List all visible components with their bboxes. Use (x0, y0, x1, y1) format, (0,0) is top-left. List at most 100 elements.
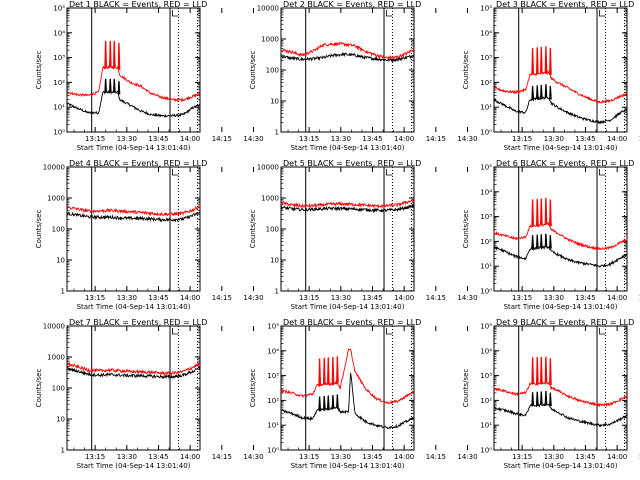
series-events-line (66, 89, 201, 118)
series-events-spikes (531, 233, 552, 249)
panel-det-3: Det 3 BLACK = Events, RED = LLD 10⁰ 10¹ 10²… (462, 0, 640, 152)
y-tick-label: 10¹ (480, 263, 492, 271)
y-tick-label: 10⁴ (480, 29, 492, 37)
y-tick-label: 10⁰ (480, 129, 492, 137)
series-lld-spikes (531, 46, 552, 75)
y-tick-label: 10¹ (480, 422, 492, 430)
x-tick-label: 13:15 (512, 453, 532, 461)
x-tick-label: 14:30 (457, 453, 477, 461)
y-tick-label: 10⁵ (267, 323, 279, 331)
x-tick-label: 13:45 (362, 135, 382, 143)
series-lld-line (280, 198, 415, 209)
x-tick-label: 14:15 (639, 294, 640, 302)
y-tick-label: 10 (270, 98, 279, 106)
x-tick-label: 13:15 (512, 135, 532, 143)
x-tick-label: 14:15 (212, 294, 232, 302)
x-tick-label: 13:45 (575, 453, 595, 461)
x-tick-label: 13:45 (148, 453, 168, 461)
y-tick-label: 10¹ (480, 104, 492, 112)
x-tick-label: 13:15 (85, 294, 105, 302)
series-lld-line (280, 41, 415, 61)
panel-det-8: Det 8 BLACK = Events, RED = LLD 10⁰ 10¹ 10²… (249, 318, 478, 470)
y-tick-label: 10000 (43, 323, 65, 331)
y-tick-label: 10000 (257, 5, 279, 13)
x-tick-label: 14:30 (243, 453, 263, 461)
y-axis-label: Counts/sec (462, 369, 470, 408)
x-tick-label: 13:30 (544, 294, 564, 302)
series-lld-line (280, 348, 415, 405)
y-tick-label: 10⁰ (480, 288, 492, 296)
x-tick-label: 14:15 (212, 453, 232, 461)
y-tick-label: 10⁰ (53, 129, 65, 137)
y-tick-label: 1 (61, 447, 65, 455)
x-tick-label: 13:45 (575, 294, 595, 302)
y-tick-label: 1000 (261, 195, 279, 203)
y-tick-label: 1000 (47, 354, 65, 362)
series-events-line (66, 211, 201, 223)
series-lld-line (493, 221, 628, 251)
x-axis-label: Start Time (04-Sep-14 13:01:40) (291, 462, 405, 470)
y-tick-label: 10⁵ (480, 323, 492, 331)
x-tick-label: 13:30 (117, 294, 137, 302)
y-tick-label: 1 (275, 129, 279, 137)
series-events-line (493, 403, 628, 428)
x-tick-label: 14:15 (212, 135, 232, 143)
plot-frame (280, 166, 415, 292)
panel-title: Det 9 BLACK = Events, RED = LLD (496, 318, 634, 327)
y-axis-label: Counts/sec (35, 51, 43, 90)
x-axis-label: Start Time (04-Sep-14 13:01:40) (77, 144, 191, 152)
y-tick-label: 10³ (267, 372, 279, 380)
series-lld-line (493, 381, 628, 408)
panel-title: Det 8 BLACK = Events, RED = LLD (283, 318, 421, 327)
x-tick-label: 13:30 (544, 453, 564, 461)
x-tick-label: 14:00 (394, 453, 414, 461)
plot-frame (66, 7, 201, 133)
marker-bracket (172, 328, 179, 335)
x-tick-label: 14:00 (607, 453, 627, 461)
x-tick-label: 13:30 (544, 135, 564, 143)
x-tick-label: 13:45 (362, 453, 382, 461)
x-tick-label: 14:00 (394, 294, 414, 302)
x-tick-label: 14:30 (457, 135, 477, 143)
series-lld-spikes (531, 197, 552, 227)
x-axis-label: Start Time (04-Sep-14 13:01:40) (504, 462, 618, 470)
series-lld-spikes (531, 356, 552, 386)
y-tick-label: 10² (480, 238, 492, 246)
y-axis-label: Counts/sec (249, 51, 257, 90)
y-tick-label: 10² (267, 397, 279, 405)
x-axis-label: Start Time (04-Sep-14 13:01:40) (77, 462, 191, 470)
series-lld-line (493, 70, 628, 104)
marker-bracket (386, 169, 393, 176)
x-axis-label: Start Time (04-Sep-14 13:01:40) (504, 144, 618, 152)
y-tick-label: 1000 (47, 195, 65, 203)
y-tick-label: 10³ (53, 54, 65, 62)
series-events-line (280, 203, 415, 214)
y-tick-label: 10⁰ (480, 447, 492, 455)
y-tick-label: 10000 (43, 164, 65, 172)
y-tick-label: 100 (266, 226, 279, 234)
y-tick-label: 10000 (257, 164, 279, 172)
y-tick-label: 10⁵ (480, 5, 492, 13)
y-tick-label: 100 (52, 226, 65, 234)
y-tick-label: 100 (266, 67, 279, 75)
panel-title: Det 6 BLACK = Events, RED = LLD (496, 159, 634, 168)
series-events-line (280, 372, 415, 430)
y-axis-label: Counts/sec (35, 369, 43, 408)
x-tick-label: 13:15 (299, 135, 319, 143)
x-tick-label: 13:45 (575, 135, 595, 143)
y-tick-label: 100 (52, 385, 65, 393)
panel-det-9: Det 9 BLACK = Events, RED = LLD 10⁰ 10¹ 10²… (462, 318, 640, 470)
x-tick-label: 14:15 (639, 453, 640, 461)
plot-frame (493, 7, 628, 133)
y-tick-label: 10⁵ (480, 164, 492, 172)
panel-det-2: Det 2 BLACK = Events, RED = LLD 1 10 100 100… (249, 0, 478, 152)
y-tick-label: 10³ (480, 372, 492, 380)
plot-frame (280, 325, 415, 451)
x-axis-label: Start Time (04-Sep-14 13:01:40) (291, 144, 405, 152)
y-tick-label: 10⁴ (267, 347, 279, 355)
x-tick-label: 13:15 (299, 294, 319, 302)
y-tick-label: 10² (480, 79, 492, 87)
panel-det-1: Det 1 BLACK = Events, RED = LLD 10⁰ 10¹ 10²… (35, 0, 264, 152)
x-tick-label: 13:30 (117, 135, 137, 143)
